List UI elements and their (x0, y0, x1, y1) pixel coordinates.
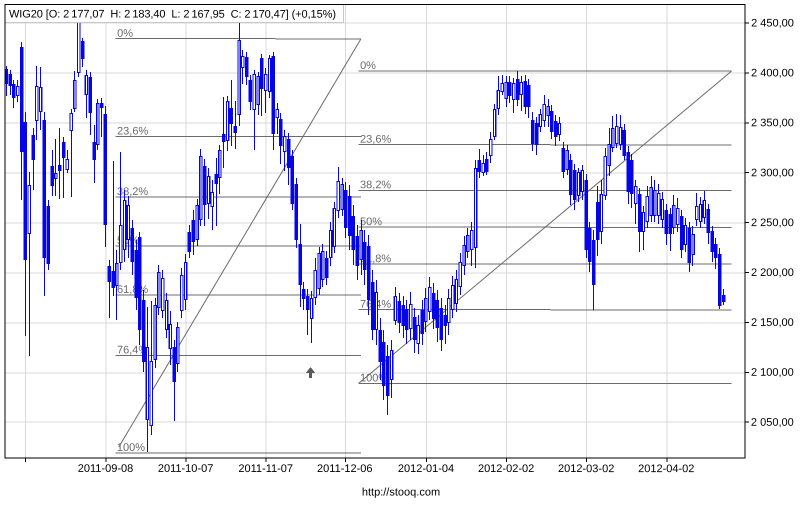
svg-text:2012-04-02: 2012-04-02 (638, 463, 694, 475)
svg-text:2 150,00: 2 150,00 (751, 317, 794, 329)
svg-text:2012-03-02: 2012-03-02 (558, 463, 614, 475)
svg-text:2011-09-08: 2011-09-08 (78, 463, 133, 475)
svg-text:2 200,00: 2 200,00 (751, 267, 794, 279)
svg-text:23,6%: 23,6% (360, 134, 391, 146)
svg-text:2011-12-06: 2011-12-06 (317, 463, 372, 475)
svg-text:100%: 100% (360, 372, 388, 384)
svg-text:50%: 50% (360, 216, 382, 228)
svg-text:0%: 0% (360, 60, 376, 72)
svg-text:2012-01-04: 2012-01-04 (398, 463, 454, 475)
svg-text:2 050,00: 2 050,00 (751, 417, 794, 429)
svg-text:38,2%: 38,2% (117, 186, 148, 198)
svg-text:2 350,00: 2 350,00 (751, 117, 794, 129)
svg-text:2 300,00: 2 300,00 (751, 167, 794, 179)
svg-text:http://stooq.com: http://stooq.com (362, 486, 440, 498)
svg-text:0%: 0% (117, 28, 133, 40)
svg-text:100%: 100% (117, 442, 145, 454)
svg-text:76,4%: 76,4% (117, 344, 148, 356)
svg-text:2012-02-02: 2012-02-02 (478, 463, 534, 475)
svg-text:38,2%: 38,2% (360, 179, 391, 191)
svg-text:WIG20 [O: 2 177,07 H: 2 183,4: WIG20 [O: 2 177,07 H: 2 183,40 L: 2 167,… (9, 9, 336, 21)
svg-text:23,6%: 23,6% (117, 126, 148, 138)
svg-text:2 450,00: 2 450,00 (751, 18, 794, 30)
svg-text:2011-11-07: 2011-11-07 (238, 463, 293, 475)
svg-text:2 400,00: 2 400,00 (751, 67, 794, 79)
svg-text:2011-10-07: 2011-10-07 (158, 463, 213, 475)
svg-text:2 100,00: 2 100,00 (751, 367, 794, 379)
svg-text:2 250,00: 2 250,00 (751, 217, 794, 229)
